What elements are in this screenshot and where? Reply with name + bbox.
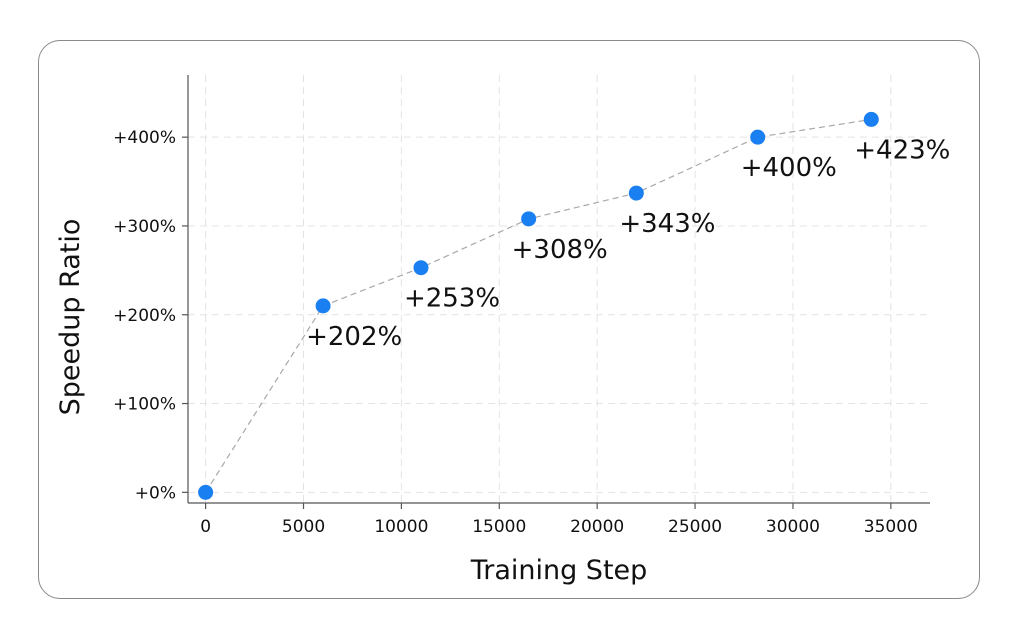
data-label: +253%: [404, 284, 500, 314]
x-axis-title: Training Step: [470, 555, 648, 586]
data-label: +423%: [854, 135, 950, 165]
y-tick-label: +200%: [113, 306, 176, 326]
data-label: +343%: [619, 209, 715, 239]
data-point: [863, 111, 879, 127]
data-point: [198, 484, 214, 500]
y-tick-label: +100%: [113, 395, 176, 415]
data-label: +400%: [741, 153, 837, 183]
y-tick-label: +300%: [113, 217, 176, 237]
x-tick-label: 20000: [570, 517, 624, 537]
x-tick-label: 25000: [668, 517, 722, 537]
x-tick-label: 30000: [766, 517, 820, 537]
chart-card: [38, 40, 980, 599]
data-point: [750, 129, 766, 145]
data-label: +308%: [512, 235, 608, 265]
x-tick-label: 5000: [282, 517, 325, 537]
x-tick-label: 10000: [374, 517, 428, 537]
x-tick-label: 0: [200, 517, 211, 537]
y-axis-title: Speedup Ratio: [55, 219, 86, 416]
data-labels: +202%+253% +308% +343% +400% +423%: [306, 135, 950, 351]
data-point: [521, 211, 537, 227]
y-tick-label: +400%: [113, 128, 176, 148]
x-tick-label: 35000: [864, 517, 918, 537]
data-point: [413, 260, 429, 276]
y-tick-label: +0%: [135, 483, 176, 503]
data-point: [628, 185, 644, 201]
axes: 0 5000 10000 15000 20000 25000 30000 35000 +0% +1…: [113, 75, 930, 537]
grid: [188, 75, 930, 503]
data-point: [315, 298, 331, 314]
data-points: [198, 111, 879, 500]
x-tick-label: 15000: [472, 517, 526, 537]
data-label: +202%: [306, 322, 402, 352]
